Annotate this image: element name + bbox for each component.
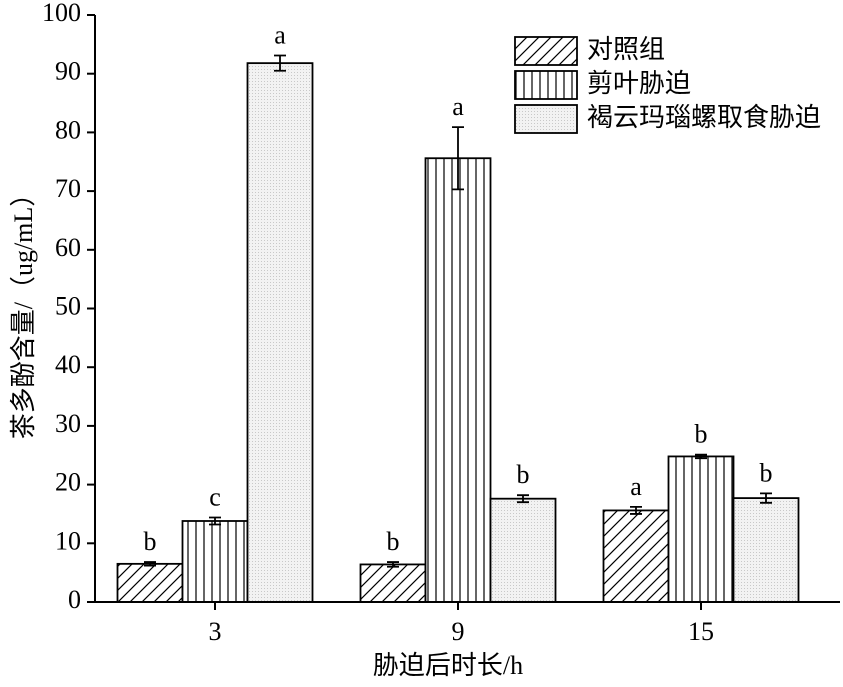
error-bar: [630, 506, 642, 515]
error-bar: [760, 492, 772, 504]
error-bar: [209, 516, 221, 526]
y-tick-label: 70: [55, 174, 81, 203]
significance-letter: b: [760, 458, 773, 487]
y-tick-label: 100: [42, 0, 81, 27]
significance-letter: b: [695, 420, 708, 449]
y-tick-label: 80: [55, 115, 81, 144]
significance-letter: a: [274, 20, 286, 49]
bar: [116, 562, 184, 603]
y-tick-label: 50: [55, 291, 81, 320]
legend-swatch: [514, 70, 578, 100]
bar: [602, 509, 670, 603]
error-bar: [517, 494, 529, 504]
x-tick-label: 3: [209, 617, 222, 646]
axes: [94, 15, 840, 603]
y-tick-label: 30: [55, 409, 81, 438]
x-tick-label: 15: [688, 617, 714, 646]
bar: [732, 497, 800, 603]
y-tick-label: 90: [55, 57, 81, 86]
error-bar: [452, 126, 464, 191]
legend-swatch: [514, 36, 578, 66]
error-bar: [274, 54, 286, 72]
legend-swatch: [514, 104, 578, 134]
y-tick-label: 60: [55, 233, 81, 262]
bar: [359, 563, 427, 603]
y-tick-label: 20: [55, 468, 81, 497]
bar: [424, 157, 492, 603]
significance-letter: c: [209, 482, 221, 511]
significance-letter: a: [452, 92, 464, 121]
bar: [489, 497, 557, 603]
x-axis-label: 胁迫后时长/h: [373, 651, 523, 680]
error-bar: [387, 561, 399, 568]
error-bar: [144, 561, 156, 567]
bar: [181, 520, 249, 603]
significance-letter: b: [387, 527, 400, 556]
x-tick-label: 9: [452, 617, 465, 646]
significance-letter: b: [517, 460, 530, 489]
significance-letter: b: [144, 527, 157, 556]
y-axis-label: 茶多酚含量/（ug/mL）: [9, 181, 38, 440]
y-tick-label: 10: [55, 526, 81, 555]
legend-label: 剪叶胁迫: [587, 69, 691, 98]
bar: [667, 455, 735, 603]
bar: [246, 62, 314, 603]
y-tick-label: 40: [55, 350, 81, 379]
y-tick-label: 0: [68, 585, 81, 614]
significance-letter: a: [630, 472, 642, 501]
legend-label: 褐云玛瑙螺取食胁迫: [587, 103, 821, 132]
legend-label: 对照组: [587, 35, 665, 64]
error-bar: [695, 453, 707, 460]
